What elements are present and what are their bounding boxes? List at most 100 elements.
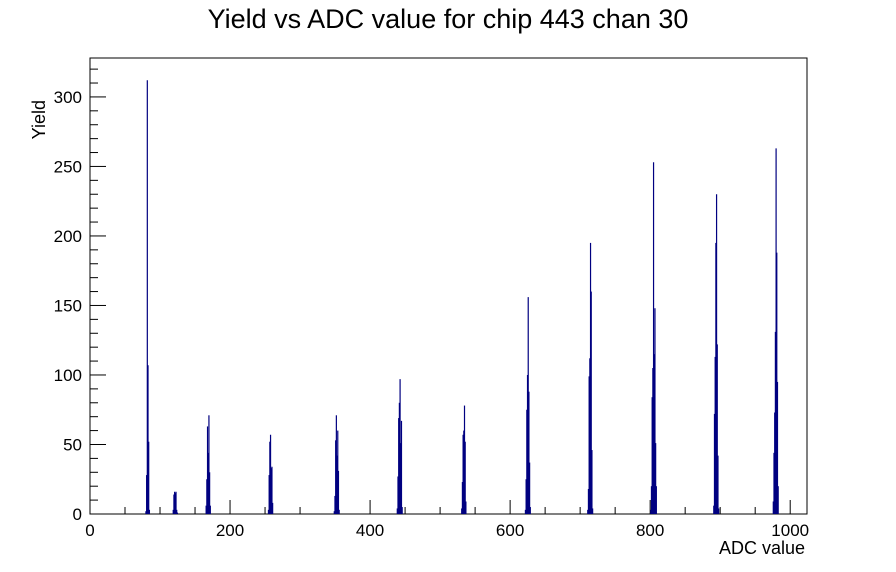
histogram-bin — [176, 512, 179, 514]
x-tick-label: 400 — [356, 521, 384, 540]
histogram-bin — [590, 291, 592, 514]
histogram-bin — [774, 412, 776, 514]
histogram-bin — [772, 501, 774, 514]
histogram-bin — [652, 162, 655, 514]
x-tick-label: 600 — [496, 521, 524, 540]
y-tick-label: 100 — [54, 366, 82, 385]
histogram-bin — [592, 508, 594, 514]
y-tick-label: 250 — [54, 157, 82, 176]
histogram-bin — [713, 413, 716, 514]
histogram-bin — [338, 509, 340, 514]
histogram-bin — [717, 455, 719, 514]
x-tick-label: 1000 — [771, 521, 809, 540]
histogram-bin — [337, 470, 340, 514]
x-tick-label: 0 — [85, 521, 94, 540]
histogram-bin — [464, 441, 466, 514]
y-tick-label: 50 — [63, 435, 82, 454]
histogram-bin — [652, 368, 654, 514]
histogram-bin — [337, 430, 339, 514]
histogram-bin — [776, 381, 779, 514]
histogram-bin — [713, 505, 715, 514]
histogram-bin — [209, 505, 211, 514]
histogram-bin — [268, 475, 270, 514]
y-tick-label: 300 — [54, 88, 82, 107]
histogram-bin — [524, 509, 527, 514]
histogram-bin — [272, 502, 274, 514]
histogram-bin — [145, 511, 147, 514]
histogram-bin — [529, 462, 531, 514]
histogram-bin — [335, 440, 337, 514]
histogram-bin — [396, 508, 398, 514]
histogram-bin — [205, 505, 207, 514]
histogram-bin — [269, 434, 272, 514]
histogram-bin — [206, 426, 209, 514]
histogram-bin — [715, 242, 717, 514]
histogram-bin — [655, 443, 657, 514]
tick-labels: 0 200 400 600 800 1000 0 50 100 150 200 250 300 — [54, 88, 809, 540]
y-tick-label: 150 — [54, 296, 82, 315]
histogram-bin — [176, 509, 178, 514]
y-tick-label: 0 — [73, 505, 82, 524]
plot-frame — [89, 57, 808, 515]
histogram-bin — [461, 508, 463, 514]
histogram-bin — [148, 441, 150, 514]
histogram-bin — [718, 508, 720, 514]
histogram-bin — [589, 358, 591, 514]
histogram-bin — [587, 488, 590, 514]
histogram-bin — [397, 476, 399, 514]
histogram-bin — [334, 495, 336, 514]
histogram-bin — [529, 507, 531, 514]
histogram-bin — [654, 308, 656, 514]
histogram-bin — [271, 466, 273, 514]
histogram-bin — [714, 356, 716, 514]
histogram-bins — [145, 80, 779, 515]
histogram-bin — [267, 509, 270, 514]
histogram-bin — [650, 509, 652, 514]
histogram-bin — [399, 379, 401, 514]
histogram-bin — [148, 509, 151, 514]
histogram-bin — [208, 415, 210, 514]
histogram-bin — [172, 509, 174, 514]
histogram-bin — [589, 242, 592, 514]
histogram-bin — [525, 479, 527, 514]
histogram-bin — [207, 452, 209, 514]
histogram-bin — [591, 450, 593, 514]
histogram-bin — [335, 415, 337, 514]
histogram-bin — [526, 409, 528, 514]
histogram-bin — [174, 491, 176, 514]
histogram-bin — [400, 443, 402, 514]
histogram-bin — [400, 420, 403, 514]
histogram-bin — [777, 486, 779, 514]
histogram-bin — [655, 486, 657, 514]
histogram-bin — [526, 374, 529, 514]
histogram-bin — [465, 501, 467, 514]
histogram-bin — [174, 493, 176, 514]
histogram-bin — [147, 365, 149, 514]
histogram-bin — [588, 376, 590, 514]
histogram-bin — [146, 80, 148, 515]
histogram-bin — [173, 494, 175, 514]
histogram-bin — [716, 344, 718, 514]
histogram-bin — [270, 468, 272, 514]
x-tick-label: 800 — [636, 521, 664, 540]
histogram-bin — [398, 402, 400, 514]
histogram-bin — [651, 397, 653, 514]
histogram-bin — [269, 441, 271, 514]
x-tick-label: 200 — [216, 521, 244, 540]
histogram-bin — [715, 194, 718, 514]
histogram-bin — [527, 297, 529, 514]
histogram-bin — [462, 434, 464, 514]
histogram-bin — [209, 472, 211, 514]
histogram-bin — [461, 482, 464, 514]
histogram-bin — [398, 418, 400, 514]
histogram-bin — [773, 452, 775, 514]
histogram-bin — [175, 491, 177, 514]
histogram-bin — [776, 252, 778, 514]
histogram-bin — [401, 507, 403, 514]
histogram-bin — [774, 331, 776, 514]
y-axis-label: Yield — [29, 100, 49, 139]
histogram-bin — [463, 430, 465, 514]
histogram-bin — [336, 455, 338, 514]
histogram-bin — [650, 486, 653, 514]
